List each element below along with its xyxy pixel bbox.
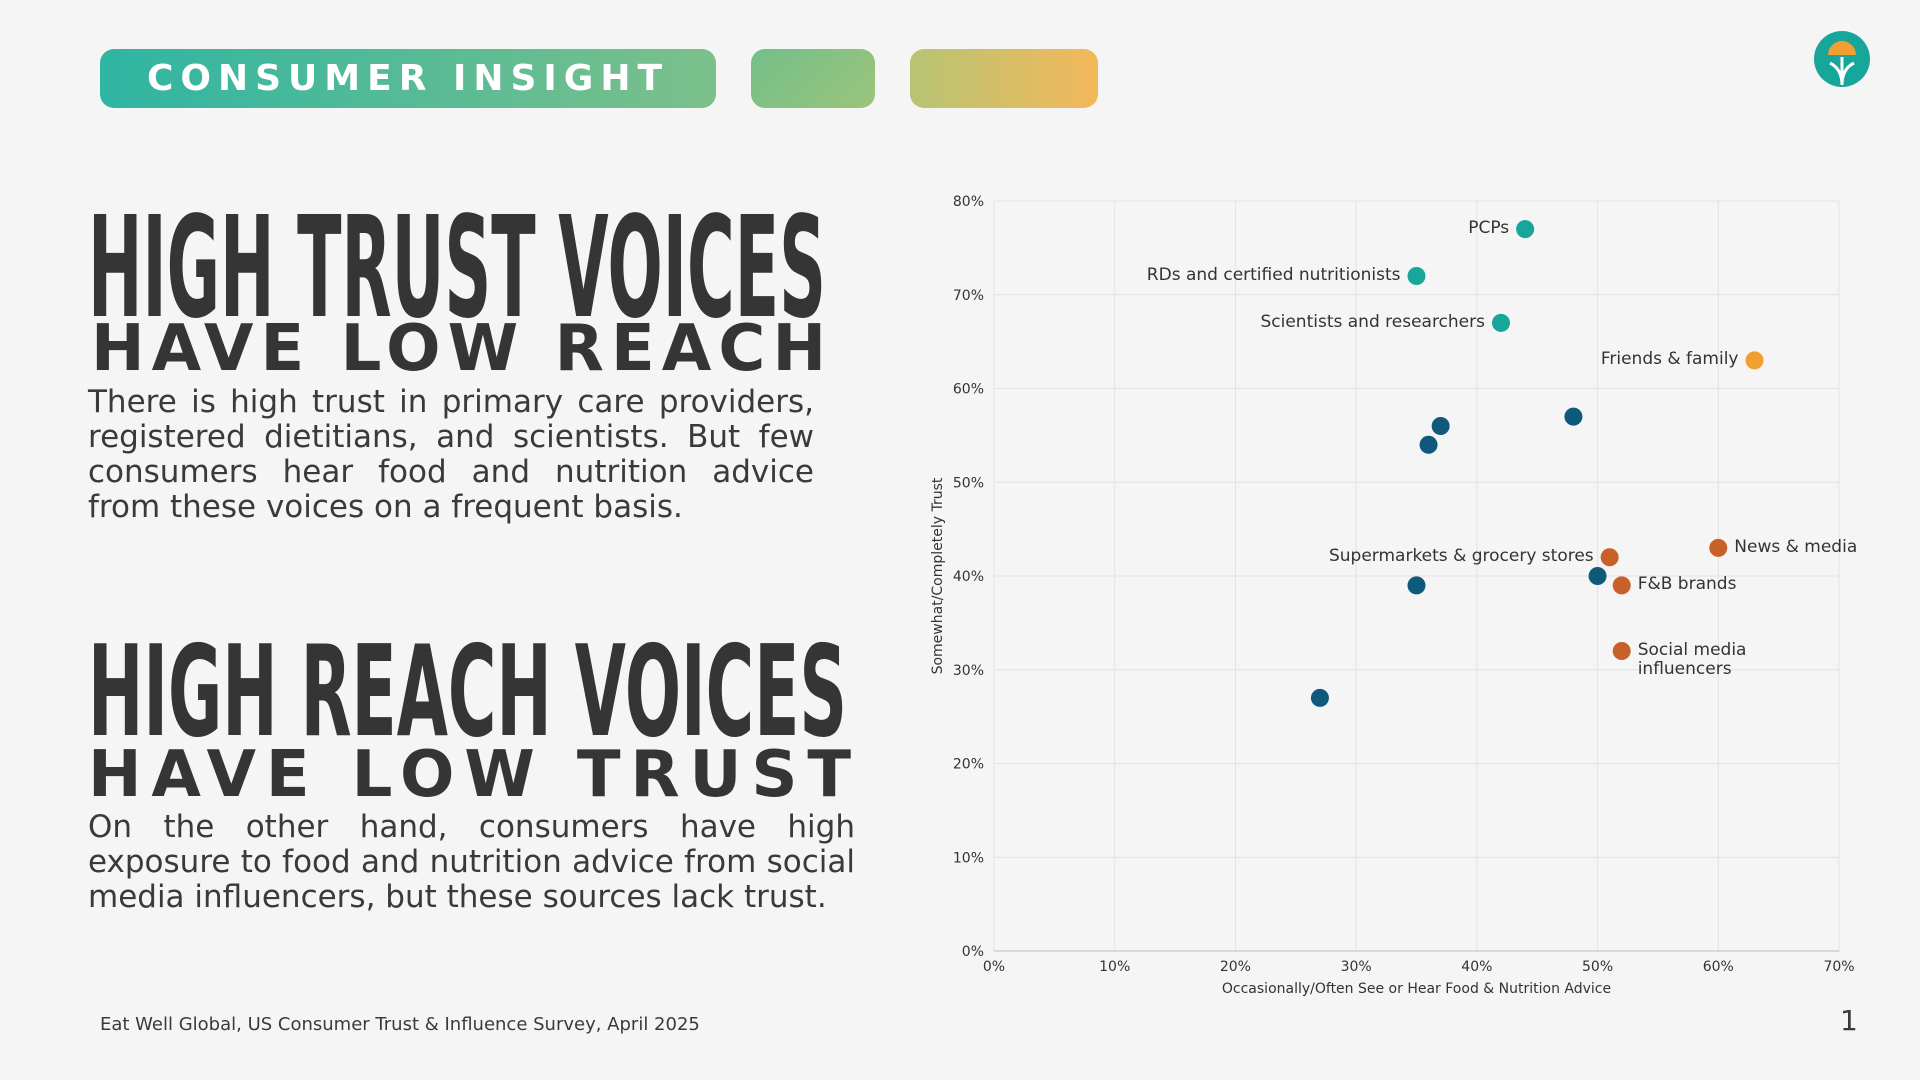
point-label: F&B brands xyxy=(1637,574,1737,595)
x-tick-label: 20% xyxy=(1220,959,1251,975)
chart: 0% 10% 20% 30% 40% 50% 60% 70% 80% 0% 10% 20% 30% 40%… xyxy=(930,194,1855,997)
x-tick-label: 70% xyxy=(1823,959,1854,975)
data-point xyxy=(1588,567,1607,585)
heading: HIGH REACH VOICES xyxy=(88,618,847,765)
data-point xyxy=(1516,220,1535,239)
data-point xyxy=(1419,435,1438,454)
data-point xyxy=(1612,576,1631,595)
data-point xyxy=(1407,267,1426,285)
y-tick-label: 40% xyxy=(953,569,984,585)
source-note: Eat Well Global, US Consumer Trust & Inf… xyxy=(100,1014,700,1035)
x-tick-label: 30% xyxy=(1341,959,1372,975)
header-tag: CONSUMER INSIGHT xyxy=(100,49,716,108)
decor-pill xyxy=(751,49,875,108)
body-text: There is high trust in primary care prov… xyxy=(88,384,814,525)
point-label: Supermarkets & grocery stores xyxy=(1328,546,1594,567)
x-tick-label: 60% xyxy=(1703,959,1734,975)
point-label: Friends & family xyxy=(1600,349,1739,370)
data-point xyxy=(1612,642,1631,660)
data-point xyxy=(1564,407,1583,426)
x-tick-label: 50% xyxy=(1582,959,1613,975)
x-tick-label: 40% xyxy=(1461,959,1492,975)
y-tick-label: 80% xyxy=(953,194,984,210)
y-tick-label: 10% xyxy=(953,850,984,866)
y-tick-label: 70% xyxy=(953,288,984,304)
data-point xyxy=(1709,538,1728,557)
data-point xyxy=(1600,548,1619,567)
point-label: RDs and certified nutritionists xyxy=(1146,265,1401,285)
subheading: HAVE LOW TRUST xyxy=(88,738,851,812)
y-tick-label: 0% xyxy=(962,944,984,960)
data-point xyxy=(1407,576,1426,595)
y-tick-label: 60% xyxy=(953,382,984,398)
decor-pill xyxy=(910,49,1098,108)
point-label: Social media influencers xyxy=(1637,640,1747,679)
data-point xyxy=(1310,688,1329,707)
x-axis-label: Occasionally/Often See or Hear Food & Nu… xyxy=(1222,981,1611,997)
data-point xyxy=(1431,417,1450,435)
page-number: 1 xyxy=(1840,1004,1858,1037)
point-label: News & media xyxy=(1734,536,1858,557)
y-tick-label: 50% xyxy=(953,475,984,491)
headings: HIGH TRUST VOICES HAVE LOW REACH HIGH RE… xyxy=(88,187,851,812)
y-tick-label: 30% xyxy=(953,663,984,679)
y-axis-label: Somewhat/Completely Trust xyxy=(930,477,946,674)
data-point xyxy=(1745,351,1764,370)
logo xyxy=(1814,31,1870,87)
data-point xyxy=(1492,313,1510,332)
point-label: Scientists and researchers xyxy=(1260,311,1485,332)
x-tick-label: 0% xyxy=(983,959,1005,975)
y-tick-label: 20% xyxy=(953,757,984,773)
body-text: On the other hand, consumers have high e… xyxy=(88,809,855,915)
x-tick-label: 10% xyxy=(1099,959,1130,975)
point-label: PCPs xyxy=(1468,218,1510,239)
subheading: HAVE LOW REACH xyxy=(91,312,826,386)
heading: HIGH TRUST VOICES xyxy=(88,187,826,350)
